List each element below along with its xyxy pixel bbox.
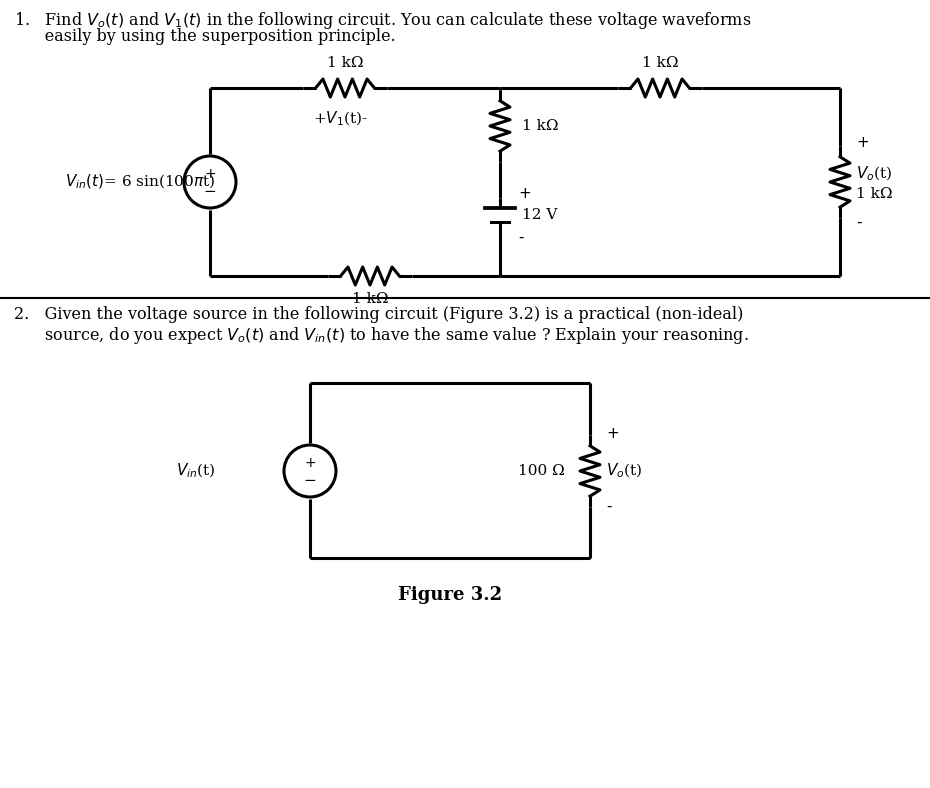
Text: Figure 3.2: Figure 3.2 xyxy=(398,586,502,604)
Text: −: − xyxy=(303,473,316,488)
Text: 1 kΩ: 1 kΩ xyxy=(326,56,364,70)
Text: 2.   Given the voltage source in the following circuit (Figure 3.2) is a practic: 2. Given the voltage source in the follo… xyxy=(14,306,743,323)
Text: 100 Ω: 100 Ω xyxy=(518,464,565,478)
Text: 12 V: 12 V xyxy=(522,208,557,222)
Text: $V_{in}(t)$= 6 sin(100$\pi$t): $V_{in}(t)$= 6 sin(100$\pi$t) xyxy=(65,173,216,191)
Text: 1 kΩ: 1 kΩ xyxy=(856,187,893,201)
Text: -: - xyxy=(518,229,524,244)
Text: +: + xyxy=(518,185,531,200)
Text: -: - xyxy=(606,499,612,514)
Text: $V_o$(t): $V_o$(t) xyxy=(856,165,892,183)
Text: +: + xyxy=(606,426,618,440)
Text: 1 kΩ: 1 kΩ xyxy=(522,119,559,133)
Text: $V_{in}$(t): $V_{in}$(t) xyxy=(176,462,215,480)
Text: 1 kΩ: 1 kΩ xyxy=(352,292,388,306)
Text: 1.   Find $V_o(t)$ and $V_1(t)$ in the following circuit. You can calculate thes: 1. Find $V_o(t)$ and $V_1(t)$ in the fol… xyxy=(14,10,751,31)
Text: $V_o$(t): $V_o$(t) xyxy=(606,462,643,480)
Text: easily by using the superposition principle.: easily by using the superposition princi… xyxy=(14,28,396,45)
Text: +: + xyxy=(205,167,216,181)
Text: source, do you expect $V_o(t)$ and $V_{in}(t)$ to have the same value ? Explain : source, do you expect $V_o(t)$ and $V_{i… xyxy=(14,325,749,346)
Text: −: − xyxy=(204,184,217,199)
Text: -: - xyxy=(856,214,861,229)
Text: 1 kΩ: 1 kΩ xyxy=(642,56,678,70)
Text: +: + xyxy=(856,135,869,150)
Text: +$V_1$(t)-: +$V_1$(t)- xyxy=(312,110,367,128)
Text: +: + xyxy=(304,456,316,470)
